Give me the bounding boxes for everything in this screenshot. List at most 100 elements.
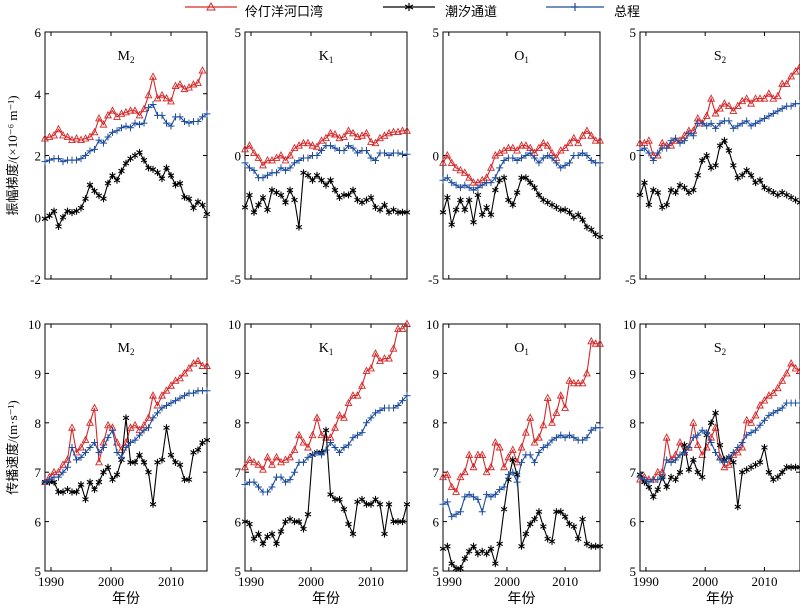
data-point — [77, 155, 85, 163]
data-point — [456, 184, 464, 192]
data-point — [509, 456, 517, 464]
data-point — [439, 208, 447, 216]
data-point — [372, 409, 379, 417]
data-point — [565, 159, 573, 167]
y-tick-label: -2 — [30, 272, 41, 287]
data-point — [650, 186, 657, 194]
data-point — [742, 415, 751, 424]
data-point — [557, 508, 565, 516]
data-point — [778, 468, 786, 476]
data-point — [448, 513, 456, 521]
data-point — [778, 376, 787, 384]
data-point — [508, 143, 517, 152]
data-point — [163, 424, 170, 432]
series-line — [244, 171, 407, 228]
data-point — [518, 458, 525, 466]
data-point — [381, 530, 388, 538]
data-point — [385, 128, 393, 137]
data-point — [309, 451, 316, 459]
data-point — [90, 403, 99, 411]
data-point — [282, 198, 289, 206]
data-point — [198, 361, 207, 369]
data-point — [517, 141, 526, 149]
data-point — [796, 366, 800, 374]
data-point — [773, 383, 782, 392]
data-point — [163, 164, 170, 172]
data-point — [509, 468, 517, 476]
x-tick-label: 2000 — [298, 574, 324, 589]
data-point — [149, 414, 157, 422]
data-point — [505, 196, 512, 204]
data-point — [73, 156, 80, 164]
data-point — [135, 110, 144, 119]
data-point — [176, 373, 184, 382]
data-point — [250, 457, 258, 466]
data-point — [331, 186, 339, 194]
data-point — [327, 490, 334, 498]
data-point — [672, 456, 680, 464]
data-point — [254, 460, 263, 468]
data-point — [295, 223, 303, 231]
data-point — [509, 154, 517, 162]
data-point — [109, 426, 116, 434]
data-point — [636, 147, 644, 155]
data-point — [194, 446, 202, 454]
data-point — [399, 397, 406, 405]
data-point — [91, 439, 98, 447]
data-point — [470, 218, 477, 226]
data-point — [340, 147, 348, 155]
y-tick-label: 8 — [630, 416, 637, 431]
data-point — [335, 410, 344, 419]
data-point — [596, 424, 604, 432]
data-point — [443, 174, 451, 182]
data-point — [327, 176, 334, 184]
data-point — [711, 109, 720, 117]
series-总程 — [636, 399, 800, 486]
data-point — [470, 186, 478, 194]
x-tick-label: 2010 — [158, 574, 184, 589]
y-tick-label: 10 — [228, 317, 241, 332]
data-point — [158, 391, 166, 399]
data-point — [465, 450, 474, 458]
data-point — [641, 179, 648, 187]
data-point — [698, 119, 706, 127]
data-point — [448, 221, 456, 229]
data-point — [676, 451, 684, 459]
data-point — [535, 159, 543, 167]
data-point — [689, 132, 697, 140]
data-point — [552, 434, 560, 442]
data-point — [127, 439, 134, 447]
x-tick-label: 2010 — [552, 574, 578, 589]
data-point — [478, 211, 486, 219]
data-point — [730, 161, 737, 169]
data-point — [738, 468, 746, 476]
data-point — [95, 478, 103, 486]
series-潮汐通道 — [636, 409, 800, 511]
data-point — [738, 171, 746, 179]
data-point — [340, 132, 348, 140]
data-point — [591, 136, 600, 144]
data-point — [345, 142, 352, 150]
data-point — [389, 127, 398, 135]
data-point — [761, 444, 768, 451]
data-point — [582, 368, 591, 377]
data-point — [579, 216, 586, 224]
data-point — [398, 126, 407, 134]
legend-swatch-total — [546, 3, 604, 11]
data-point — [751, 410, 760, 419]
data-point — [131, 152, 139, 159]
data-point — [282, 478, 289, 486]
data-point — [162, 386, 171, 394]
panel-title: K1 — [319, 341, 334, 357]
panel-amplitude-M2: -2 0 2 4 6 M2 振幅梯度/(×10⁻⁶ m⁻¹) — [5, 25, 211, 287]
data-point — [742, 94, 751, 102]
data-point — [81, 435, 90, 444]
data-point — [131, 119, 139, 127]
data-point — [372, 203, 379, 211]
data-point — [46, 212, 53, 220]
data-point — [773, 91, 782, 100]
data-point — [322, 446, 330, 454]
data-point — [268, 530, 276, 538]
data-point — [561, 143, 570, 152]
data-point — [158, 111, 166, 119]
